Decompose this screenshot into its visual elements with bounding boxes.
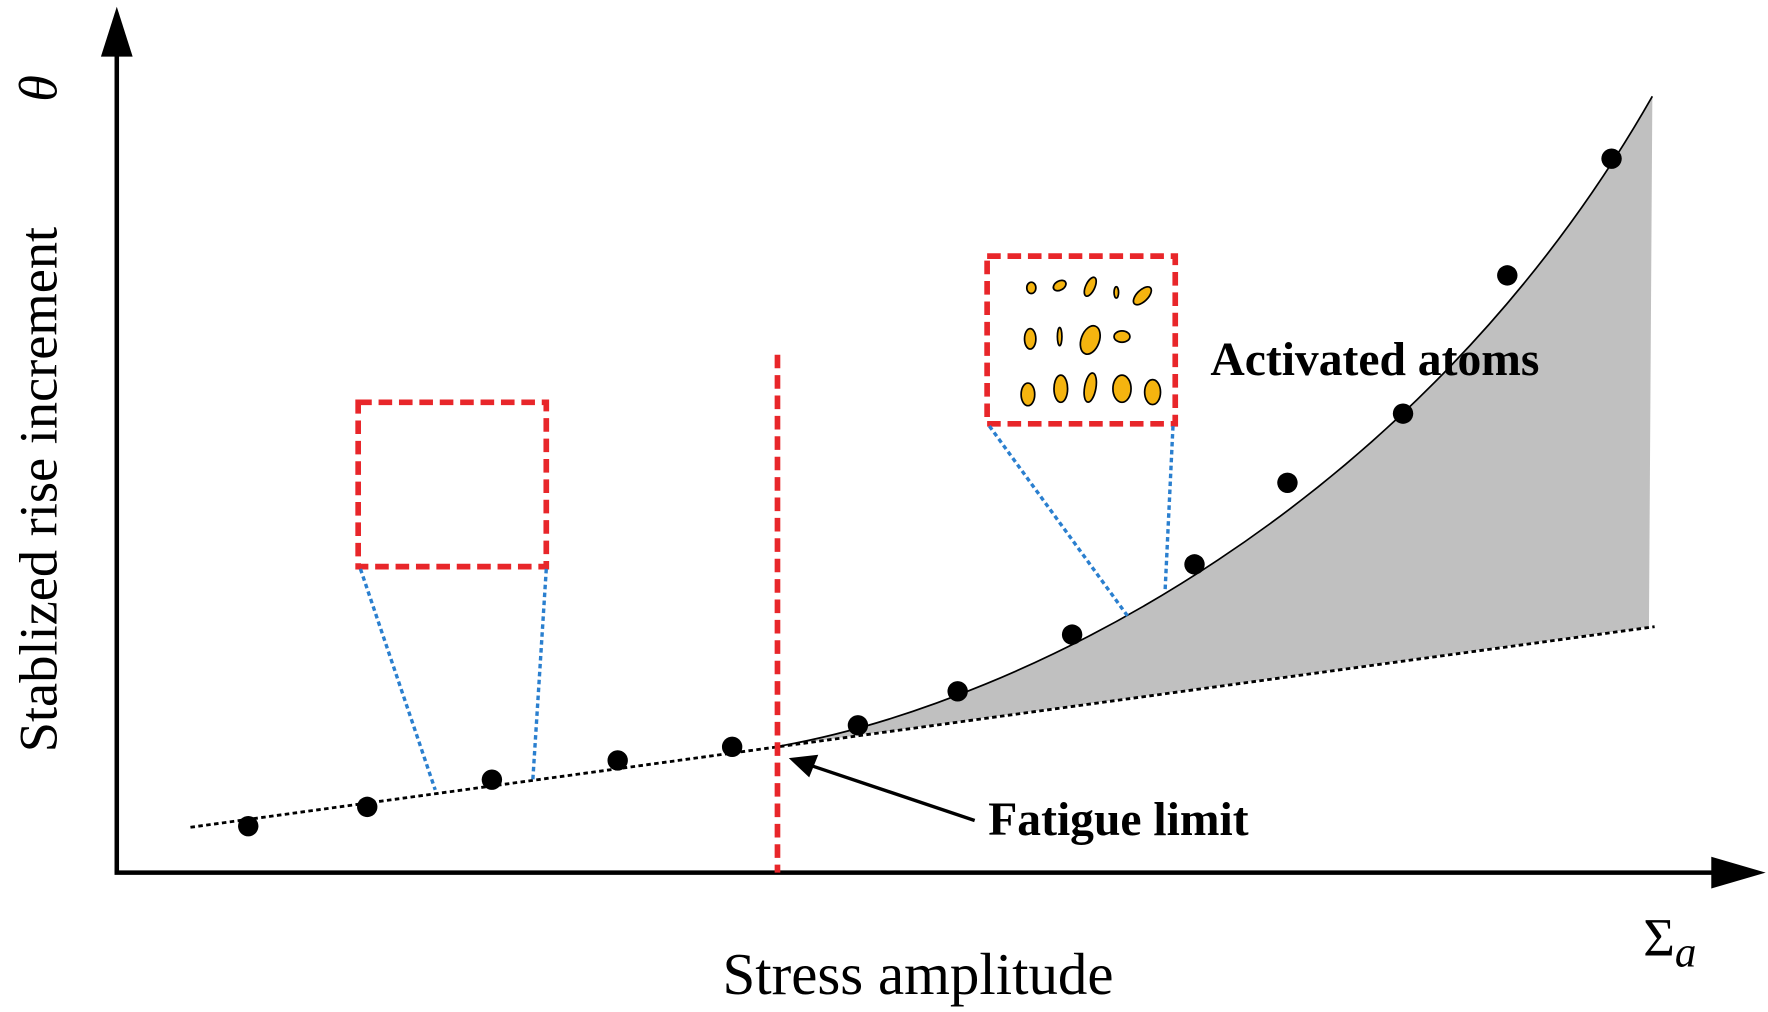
atom (1056, 326, 1063, 347)
fit-curve (781, 95, 1654, 747)
point (238, 815, 259, 837)
activated-region (782, 96, 1653, 746)
atom (1020, 382, 1036, 407)
y-axis-symbol: θ (9, 75, 69, 102)
atom (1023, 327, 1037, 350)
x-axis-symbol: Σa (1643, 907, 1696, 976)
point (357, 796, 378, 818)
point (947, 681, 968, 702)
atoms (1020, 276, 1162, 407)
pointer-arrow-head (788, 754, 819, 778)
point (1392, 403, 1414, 424)
annotation: Activated atoms (1210, 334, 1539, 386)
point (1497, 265, 1518, 286)
point (1601, 148, 1622, 169)
zoom-box (355, 399, 550, 570)
point (1184, 554, 1205, 575)
point (1061, 624, 1083, 645)
subscript: a (1675, 930, 1697, 977)
symbol: Σ (1643, 907, 1675, 967)
point (847, 715, 869, 736)
linear-trend (190, 625, 1655, 829)
atom (1143, 378, 1162, 406)
data-points (238, 148, 1622, 837)
atom (1025, 281, 1037, 295)
atom (1113, 285, 1120, 299)
atom (1083, 276, 1098, 298)
atom (1083, 372, 1098, 403)
zoom-line (358, 568, 437, 791)
zoom-line (1163, 426, 1175, 592)
y-axis-arrow (100, 6, 133, 57)
point (607, 750, 628, 771)
y-axis-label: Stablized rise increment (9, 227, 69, 752)
atom (1053, 374, 1069, 404)
pointer-arrow (808, 763, 976, 823)
zoom-line (530, 568, 548, 783)
point (1277, 472, 1298, 493)
point (481, 769, 503, 790)
x-axis-arrow (1711, 856, 1766, 889)
zoom-line (988, 425, 1131, 619)
atom (1132, 285, 1153, 306)
point (721, 736, 743, 758)
atom (1079, 324, 1102, 356)
x-axis-label: Stress amplitude (722, 941, 1113, 1007)
atom (1112, 374, 1132, 404)
atom (1113, 330, 1131, 344)
annotation: Fatigue limit (988, 794, 1248, 846)
atom (1052, 279, 1067, 292)
